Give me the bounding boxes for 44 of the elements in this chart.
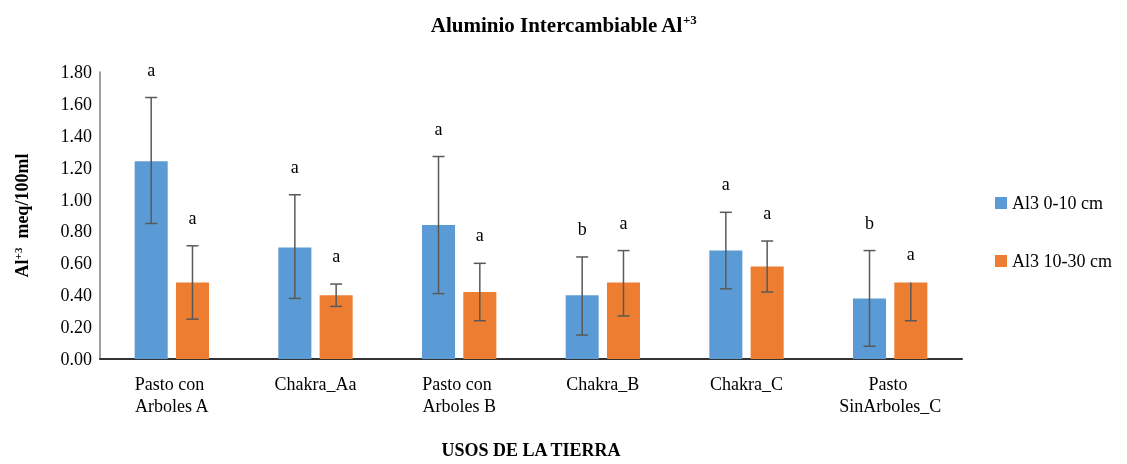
x-axis-title: USOS DE LA TIERRA [441, 440, 621, 460]
bar [709, 250, 743, 359]
bar [565, 295, 599, 359]
y-tick-label: 1.20 [60, 157, 92, 178]
y-axis-title: Al+3 meq/100ml [11, 153, 32, 278]
bar [750, 266, 784, 359]
y-tick-label: 1.40 [60, 125, 92, 146]
y-tick-label: 0.80 [60, 221, 92, 242]
bar [319, 295, 353, 359]
annotation: a [619, 212, 628, 233]
y-tick-label: 0.40 [60, 285, 92, 306]
annotation: a [434, 118, 443, 139]
annotation: a [763, 203, 772, 224]
annotation: a [188, 207, 197, 228]
bar [463, 292, 497, 359]
bar [852, 298, 887, 359]
legend-label: Al3 0-10 cm [1012, 193, 1103, 213]
bar [421, 225, 456, 359]
annotation: a [147, 59, 156, 80]
bar [134, 161, 168, 359]
x-tick-label: Pasto con Arboles A [134, 374, 209, 416]
y-tick-label: 0.20 [60, 317, 92, 338]
y-tick-label: 1.60 [60, 93, 92, 114]
annotation: a [332, 246, 341, 267]
annotation: a [290, 156, 299, 177]
y-tick-label: 1.00 [60, 189, 92, 210]
annotation: a [475, 225, 484, 246]
y-tick-label: 0.60 [60, 253, 92, 274]
annotation: b [865, 212, 875, 233]
bar [175, 282, 210, 359]
annotation: a [906, 244, 915, 265]
bar [278, 247, 312, 359]
annotation: a [721, 174, 730, 195]
y-tick-label: 0.00 [60, 349, 92, 369]
x-tick-label: Chakra_Aa [274, 374, 357, 394]
y-tick-label: 1.80 [60, 62, 92, 82]
x-tick-label: Chakra_B [566, 374, 640, 394]
annotation: b [577, 218, 587, 239]
bar [894, 282, 928, 359]
x-tick-label: Chakra_C [710, 374, 783, 394]
legend-label: Al3 10-30 cm [1012, 251, 1112, 271]
bar [606, 282, 641, 359]
x-tick-label: Pasto SinArboles_C [839, 374, 942, 416]
x-tick-label: Pasto con Arboles B [422, 374, 497, 416]
